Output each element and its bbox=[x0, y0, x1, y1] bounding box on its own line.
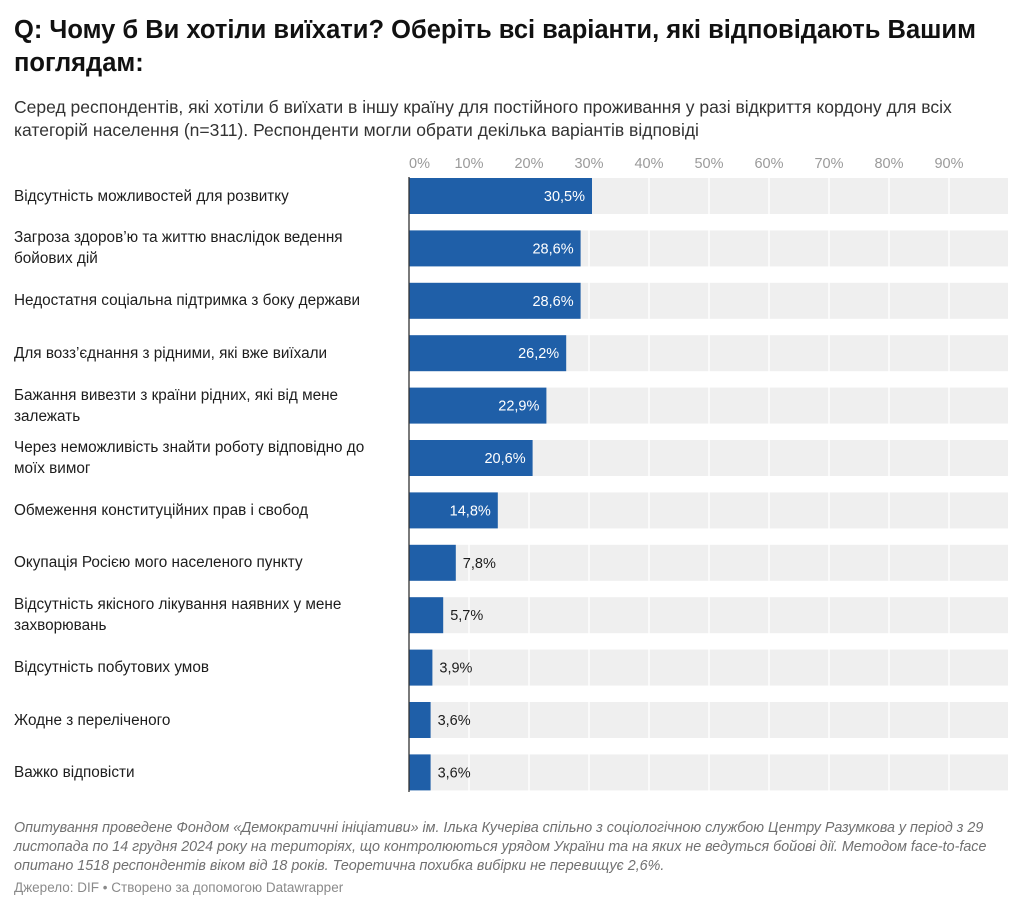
category-label: Відсутність побутових умов bbox=[14, 659, 209, 677]
bar-value-label: 26,2% bbox=[518, 346, 559, 362]
bar-value-label: 28,6% bbox=[532, 241, 573, 257]
bar bbox=[409, 178, 592, 214]
bar bbox=[409, 282, 581, 319]
bar bbox=[409, 544, 456, 581]
bar bbox=[409, 702, 431, 738]
bar bbox=[409, 335, 567, 372]
bar-value-label: 22,9% bbox=[498, 399, 539, 415]
bar-value-label: 5,7% bbox=[450, 608, 483, 624]
x-tick-label: 70% bbox=[814, 156, 843, 172]
category-label-box: Через неможливість знайти роботу відпові… bbox=[14, 439, 365, 477]
x-tick-label: 20% bbox=[514, 156, 543, 172]
category-label: Бажання вивезти з країни рідних, які від… bbox=[14, 386, 339, 425]
category-label-box: Відсутність можливостей для розвитку bbox=[14, 187, 289, 205]
bar bbox=[409, 492, 498, 529]
category-label: Недостатня соціальна підтримка з боку де… bbox=[14, 292, 361, 310]
x-tick-label: 90% bbox=[934, 156, 963, 172]
bar-value-label: 3,6% bbox=[438, 713, 471, 729]
x-tick-label: 50% bbox=[694, 156, 723, 172]
category-label-box: Окупація Росією мого населеного пункту bbox=[14, 554, 303, 572]
category-label: Через неможливість знайти роботу відпові… bbox=[14, 439, 365, 477]
x-tick-label: 0% bbox=[409, 156, 430, 172]
category-label-box: Важко відповісти bbox=[14, 763, 135, 781]
bar bbox=[409, 649, 433, 686]
category-label: Для возз’єднання з рідними, які вже виїх… bbox=[14, 344, 328, 362]
category-label-box: Відсутність якісного лікування наявних у… bbox=[14, 596, 342, 635]
x-tick-label: 60% bbox=[754, 156, 783, 172]
bar-value-label: 20,6% bbox=[484, 451, 525, 467]
bar-value-label: 14,8% bbox=[450, 503, 491, 519]
category-label-box: Загроза здоров’ю та життю внаслідок веде… bbox=[14, 229, 343, 268]
chart-source: Джерело: DIF • Створено за допомогою Dat… bbox=[14, 880, 344, 895]
category-label-box: Обмеження конституційних прав і свобод bbox=[14, 501, 309, 519]
bar bbox=[409, 387, 547, 424]
bar-value-label: 3,6% bbox=[438, 765, 471, 781]
category-label: Важко відповісти bbox=[14, 763, 135, 781]
category-label: Окупація Росією мого населеного пункту bbox=[14, 554, 303, 572]
category-label-box: Відсутність побутових умов bbox=[14, 659, 209, 677]
x-tick-label: 10% bbox=[454, 156, 483, 172]
category-label: Загроза здоров’ю та життю внаслідок веде… bbox=[14, 229, 343, 268]
chart-notes: Опитування проведене Фондом «Демократичн… bbox=[14, 820, 987, 874]
bar-value-label: 7,8% bbox=[463, 556, 496, 572]
chart-title: Q: Чому б Ви хотіли виїхати? Оберіть всі… bbox=[14, 16, 976, 77]
category-label-box: Бажання вивезти з країни рідних, які від… bbox=[14, 386, 339, 425]
chart-subtitle: Серед респондентів, які хотіли б виїхати… bbox=[14, 97, 952, 140]
category-label: Відсутність якісного лікування наявних у… bbox=[14, 596, 342, 635]
category-label: Жодне з переліченого bbox=[14, 711, 171, 729]
x-tick-label: 40% bbox=[634, 156, 663, 172]
bar bbox=[409, 440, 533, 476]
bar bbox=[409, 754, 431, 791]
bar bbox=[409, 597, 444, 634]
category-label-box: Для возз’єднання з рідними, які вже виїх… bbox=[14, 344, 328, 362]
category-label-box: Жодне з переліченого bbox=[14, 711, 171, 729]
bar-value-label: 3,9% bbox=[439, 661, 472, 677]
x-tick-label: 30% bbox=[574, 156, 603, 172]
bar bbox=[409, 230, 581, 267]
bar-value-label: 28,6% bbox=[532, 294, 573, 310]
x-tick-label: 80% bbox=[874, 156, 903, 172]
category-label-box: Недостатня соціальна підтримка з боку де… bbox=[14, 292, 361, 310]
category-label: Відсутність можливостей для розвитку bbox=[14, 187, 289, 205]
category-label: Обмеження конституційних прав і свобод bbox=[14, 501, 309, 519]
bar-value-label: 30,5% bbox=[544, 189, 585, 205]
